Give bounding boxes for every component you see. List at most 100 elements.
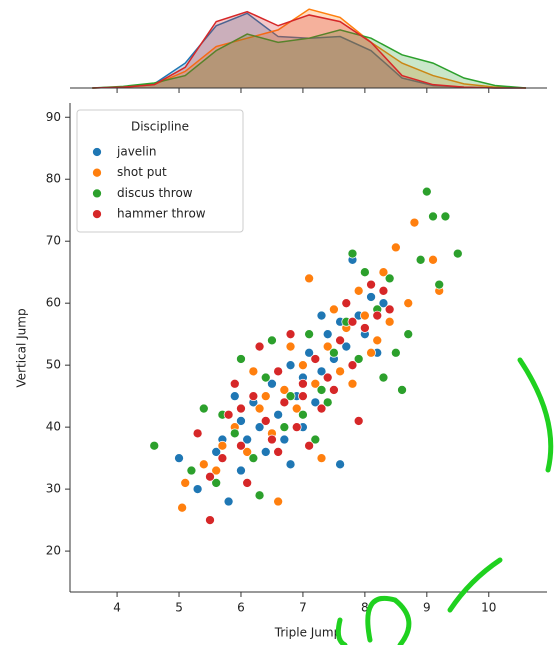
point — [378, 372, 389, 383]
point — [180, 478, 191, 488]
point — [310, 354, 321, 364]
point — [310, 378, 321, 389]
point — [304, 440, 314, 451]
legend-marker — [92, 167, 102, 178]
y-tick-label: 60 — [46, 296, 61, 310]
point — [248, 453, 259, 463]
y-tick-label: 70 — [46, 234, 61, 248]
point — [260, 372, 271, 383]
point — [229, 391, 240, 402]
y-tick-label: 80 — [46, 172, 61, 186]
point — [304, 273, 314, 284]
point — [316, 453, 327, 463]
point — [353, 285, 364, 296]
point — [347, 248, 358, 259]
point — [298, 360, 308, 371]
point — [279, 385, 290, 395]
point — [298, 409, 308, 420]
point — [341, 341, 352, 352]
point — [198, 403, 209, 414]
y-tick-label: 50 — [46, 358, 61, 372]
point — [279, 397, 290, 408]
point — [236, 416, 246, 426]
legend-title: Discipline — [131, 120, 189, 134]
legend-label: discus throw — [117, 186, 193, 200]
point — [366, 292, 376, 302]
point — [298, 378, 308, 389]
x-tick-label: 4 — [113, 601, 121, 615]
point — [316, 403, 327, 414]
point — [322, 372, 333, 383]
scribble — [335, 617, 348, 645]
legend-label: shot put — [117, 165, 167, 179]
scribble — [447, 557, 503, 613]
point — [223, 496, 234, 507]
point — [267, 434, 277, 445]
point — [279, 422, 290, 432]
point — [242, 434, 253, 445]
point — [205, 471, 215, 482]
kde-fill — [92, 29, 526, 88]
point — [236, 403, 246, 414]
point — [353, 416, 364, 426]
point — [353, 354, 364, 364]
legend-marker — [92, 209, 102, 219]
scribble — [517, 357, 554, 473]
point — [335, 366, 345, 377]
point — [384, 304, 395, 315]
kde-fill — [92, 13, 526, 88]
point — [347, 360, 358, 371]
y-axis-label: Vertical Jump — [15, 308, 29, 387]
point — [273, 366, 283, 377]
point — [403, 298, 414, 309]
x-tick-label: 7 — [299, 601, 307, 615]
point — [390, 242, 401, 253]
point — [174, 453, 184, 463]
point — [378, 285, 389, 296]
point — [304, 329, 314, 340]
point — [186, 465, 197, 476]
legend-marker — [92, 188, 102, 199]
point — [267, 335, 277, 346]
point — [397, 385, 407, 395]
point — [329, 304, 339, 315]
point — [347, 316, 358, 327]
point — [310, 434, 321, 445]
y-tick-label: 40 — [46, 420, 61, 434]
main-axes: 4 5 6 7 8 9 10 20 30 40 50 60 70 80 90 — [46, 88, 496, 615]
point — [254, 403, 265, 414]
y-tick-label: 30 — [46, 482, 61, 496]
legend-marker — [92, 147, 102, 157]
point — [267, 378, 277, 389]
point — [211, 465, 222, 476]
point — [248, 366, 259, 377]
point — [279, 434, 290, 445]
point — [217, 440, 228, 451]
kde-fill — [92, 9, 526, 88]
point — [360, 323, 370, 333]
point — [285, 329, 296, 340]
point — [149, 440, 160, 451]
point — [378, 298, 389, 309]
point — [260, 416, 271, 426]
point — [285, 459, 296, 470]
point — [440, 211, 451, 222]
point — [322, 341, 333, 352]
point — [341, 298, 352, 309]
point — [285, 360, 296, 371]
point — [329, 347, 339, 358]
y-tick-label: 20 — [46, 544, 61, 558]
x-tick-label: 9 — [423, 601, 431, 615]
point — [428, 211, 438, 222]
point — [291, 403, 302, 414]
kde-line — [92, 10, 526, 89]
point — [254, 422, 265, 432]
y-tick-label: 90 — [46, 110, 61, 124]
x-tick-label: 8 — [361, 601, 369, 615]
point — [403, 329, 414, 340]
point — [229, 428, 240, 439]
point — [316, 385, 327, 395]
